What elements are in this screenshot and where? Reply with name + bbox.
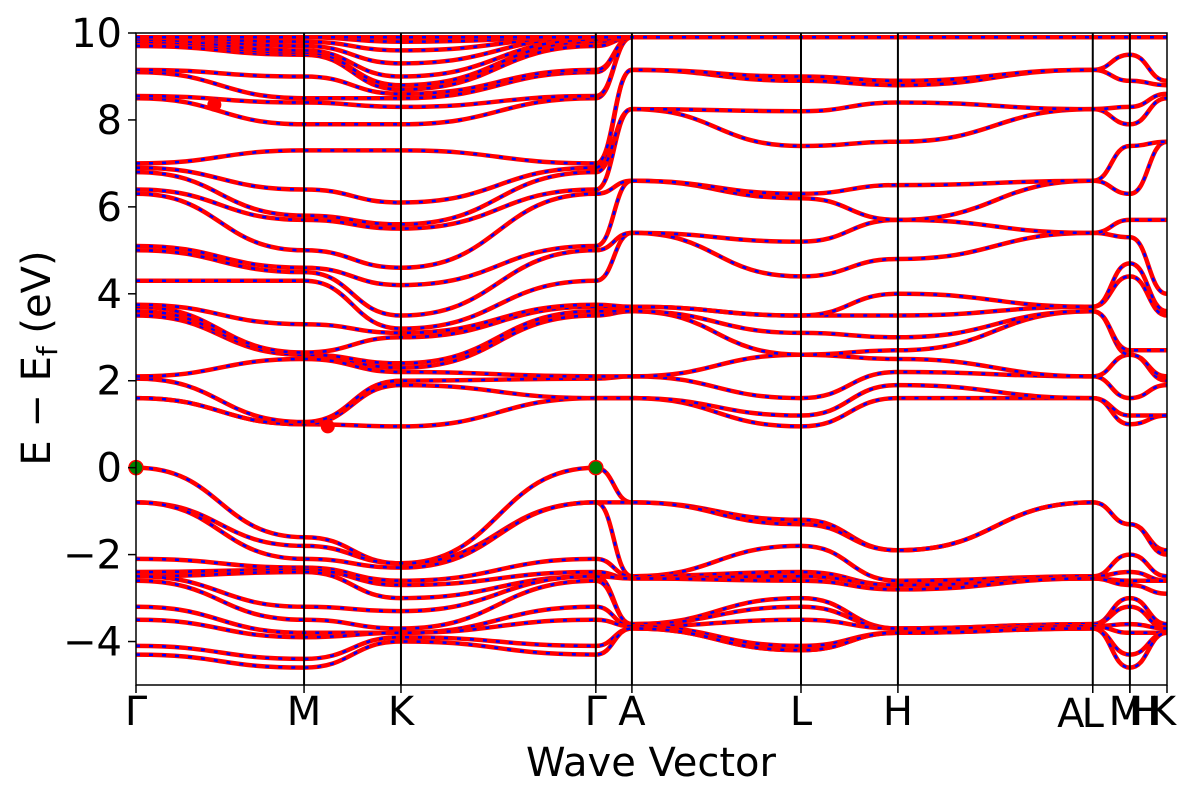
band-overlay-valence-4 [136,557,1167,587]
y-tick-label: −4 [63,620,122,666]
band-valence-2 [136,500,1167,566]
x-axis-title: Wave Vector [526,740,777,786]
band-valence-1 [136,465,1167,566]
plot-frame [135,32,1168,686]
x-tick-label: L [790,689,813,735]
band-conduction-12 [136,139,1167,270]
bands-layer [136,35,1167,670]
x-ticks: Γ M K Γ A L H AL MHK [125,685,1178,737]
band-conduction-13 [136,95,1167,231]
band-overlay-valence-2 [136,501,1167,565]
y-tick-label: 0 [97,446,122,492]
y-tick-label: 10 [71,11,122,57]
band-conduction-2 [136,382,1167,427]
highlight-point-1 [320,419,335,434]
x-tick-label: M [287,689,322,735]
x-tick-label: K [1150,689,1178,735]
x-tick-label: K [388,689,416,735]
band-overlay-valence-8 [136,579,1167,630]
band-overlay-valence-12 [136,627,1167,669]
band-conduction-7 [136,274,1167,355]
highlight-point-2 [207,97,222,112]
y-tick-label: 6 [97,185,122,231]
kpath-lines [303,33,1131,685]
y-ticks: −4 −2 0 2 4 6 8 10 [63,11,136,666]
band-conduction-8 [136,261,1167,336]
x-tick-label: H [1129,689,1159,735]
x-tick-label: Γ [125,689,148,735]
y-axis-title: E − Ef (eV) [14,250,64,465]
y-tick-label: 8 [97,98,122,144]
x-tick-label: H [883,689,913,735]
band-overlay-conduction-16 [136,53,1167,165]
band-overlay-conduction-2 [136,383,1167,426]
y-axis-title-unit: (eV) [14,250,60,346]
y-axis-title-subscript: f [31,345,64,356]
y-tick-label: 2 [97,359,122,405]
y-axis-title-main: E − E [14,356,60,466]
x-tick-label: L [1082,691,1105,737]
points-layer [128,97,604,476]
x-tick-label: A [1057,691,1085,737]
band-overlay-conduction-7 [136,275,1167,354]
x-tick-label: A [618,689,646,735]
y-tick-label: 4 [97,272,122,318]
band-overlay-conduction-14 [136,92,1167,226]
band-conduction-14 [136,91,1167,227]
x-tick-label: M [1109,689,1144,735]
extremum-point-2 [588,459,604,476]
band-overlay-conduction-12 [136,140,1167,269]
band-overlay-conduction-25 [136,36,1167,52]
band-overlay-valence-1 [136,466,1167,565]
y-tick-label: −2 [63,533,122,579]
x-tick-label: Γ [585,689,608,735]
